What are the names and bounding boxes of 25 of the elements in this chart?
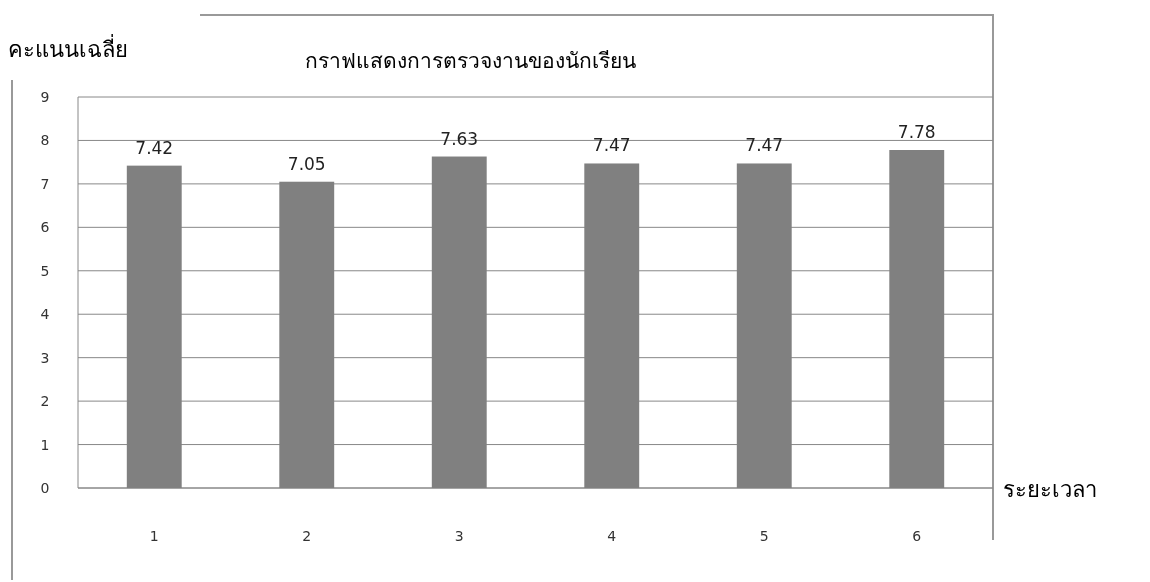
y-tick-label: 5: [40, 262, 50, 279]
x-tick-label: 3: [454, 528, 464, 544]
chart-title: กราฟแสดงการตรวจงานของนักเรียน: [304, 49, 636, 73]
x-tick-label: 2: [302, 528, 312, 544]
data-label: 7.42: [135, 137, 174, 158]
y-tick-label: 1: [40, 436, 50, 453]
y-tick-label: 3: [40, 349, 50, 366]
data-label: 7.47: [592, 135, 631, 156]
y-tick-label: 6: [40, 219, 50, 236]
x-tick-label: 1: [149, 528, 159, 544]
y-tick-label: 4: [40, 306, 50, 323]
y-tick-label: 8: [40, 132, 50, 149]
data-label: 7.47: [745, 135, 784, 156]
y-tick-label: 7: [40, 175, 50, 192]
x-tick-label: 5: [759, 528, 769, 544]
data-label: 7.78: [897, 122, 936, 142]
data-label: 7.05: [287, 153, 326, 174]
y-tick-label: 9: [40, 89, 50, 105]
y-tick-label: 0: [40, 480, 50, 496]
data-label: 7.63: [440, 128, 479, 149]
x-tick-label: 4: [607, 528, 617, 544]
x-axis-title: ระยะเวลา: [1003, 477, 1097, 502]
y-tick-label: 2: [40, 393, 50, 410]
y-axis-title: คะแนนเฉลี่ย: [8, 34, 128, 62]
x-tick-label: 6: [912, 528, 922, 544]
